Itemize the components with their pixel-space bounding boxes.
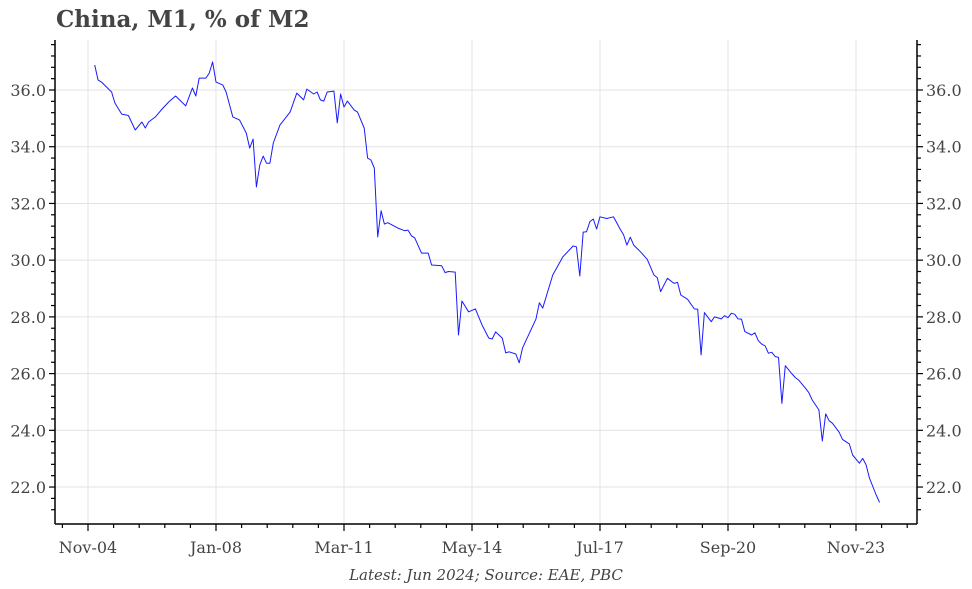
chart-title: China, M1, % of M2 (56, 6, 310, 33)
y-tick-label-left: 28.0 (10, 308, 46, 327)
y-tick-label-right: 34.0 (926, 138, 962, 157)
y-tick-label-left: 30.0 (10, 251, 46, 270)
x-tick-label: Nov-23 (827, 538, 885, 557)
series-line (94, 61, 881, 503)
y-tick-label-right: 26.0 (926, 365, 962, 384)
x-tick-label: May-14 (442, 538, 503, 557)
y-tick-label-right: 30.0 (926, 251, 962, 270)
y-tick-label-left: 34.0 (10, 138, 46, 157)
x-tick-label: Sep-20 (700, 538, 756, 557)
y-tick-label-right: 32.0 (926, 194, 962, 213)
y-tick-label-right: 22.0 (926, 478, 962, 497)
x-tick-label: Mar-11 (314, 538, 373, 557)
y-tick-label-left: 22.0 (10, 478, 46, 497)
y-tick-label-left: 32.0 (10, 194, 46, 213)
x-tick-label: Nov-04 (59, 538, 117, 557)
x-tick-label: Jul-17 (574, 538, 624, 557)
y-tick-label-right: 24.0 (926, 421, 962, 440)
y-tick-label-left: 26.0 (10, 365, 46, 384)
source-note: Latest: Jun 2024; Source: EAE, PBC (349, 566, 623, 584)
y-tick-label-left: 36.0 (10, 81, 46, 100)
y-tick-label-left: 24.0 (10, 421, 46, 440)
y-tick-label-right: 36.0 (926, 81, 962, 100)
x-tick-label: Jan-08 (188, 538, 242, 557)
y-tick-label-right: 28.0 (926, 308, 962, 327)
